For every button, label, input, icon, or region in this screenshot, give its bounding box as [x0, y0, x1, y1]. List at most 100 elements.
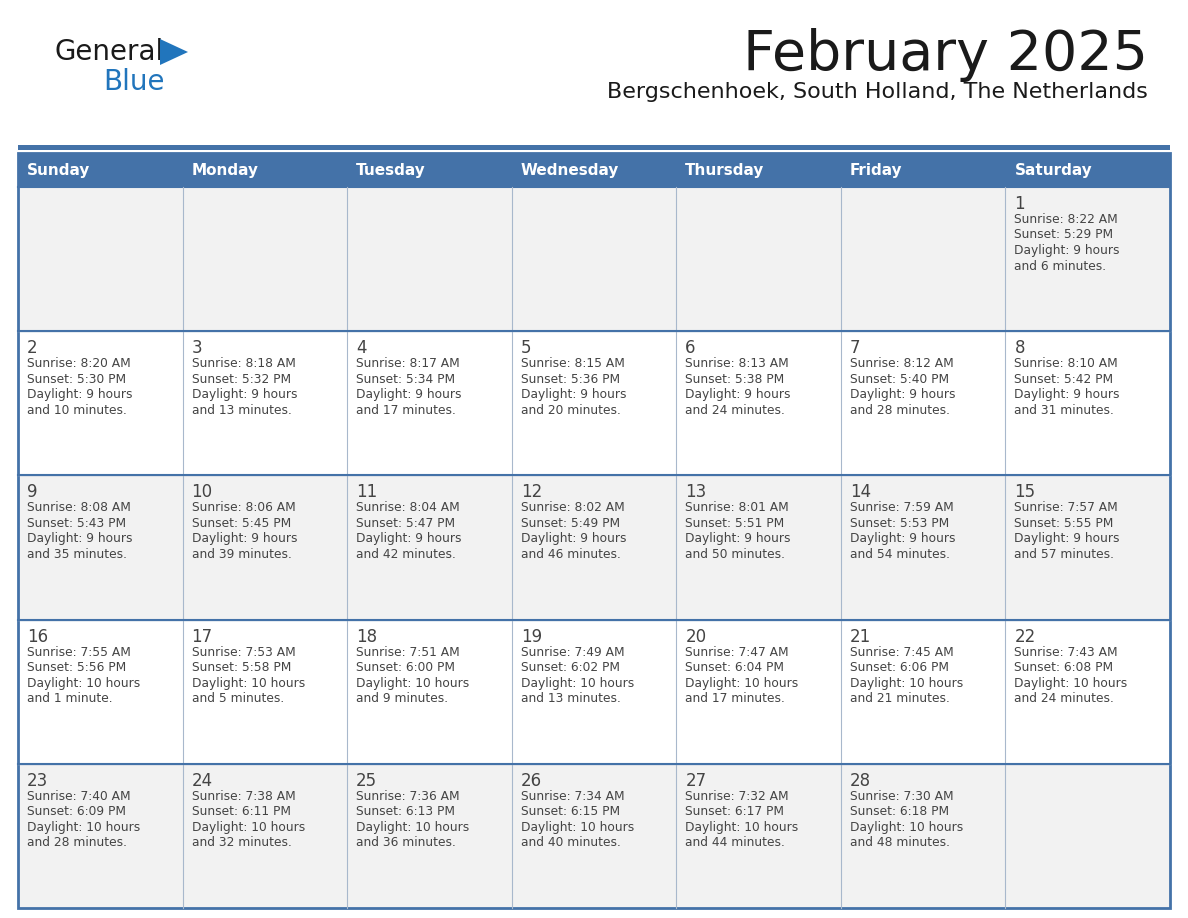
Text: 1: 1 — [1015, 195, 1025, 213]
Text: Daylight: 10 hours: Daylight: 10 hours — [849, 677, 963, 689]
Text: Sunrise: 8:06 AM: Sunrise: 8:06 AM — [191, 501, 296, 514]
Text: and 10 minutes.: and 10 minutes. — [27, 404, 127, 417]
Text: Sunset: 6:15 PM: Sunset: 6:15 PM — [520, 805, 620, 818]
Text: Monday: Monday — [191, 162, 259, 177]
Text: Sunrise: 7:38 AM: Sunrise: 7:38 AM — [191, 789, 296, 803]
Text: 17: 17 — [191, 628, 213, 645]
Text: and 46 minutes.: and 46 minutes. — [520, 548, 620, 561]
Text: February 2025: February 2025 — [742, 28, 1148, 82]
Text: Sunrise: 7:51 AM: Sunrise: 7:51 AM — [356, 645, 460, 658]
Bar — [18, 145, 1170, 150]
Text: and 20 minutes.: and 20 minutes. — [520, 404, 620, 417]
Text: Sunrise: 7:47 AM: Sunrise: 7:47 AM — [685, 645, 789, 658]
Text: 12: 12 — [520, 484, 542, 501]
Text: 20: 20 — [685, 628, 707, 645]
Polygon shape — [160, 39, 188, 65]
Text: Sunset: 5:34 PM: Sunset: 5:34 PM — [356, 373, 455, 386]
Text: 22: 22 — [1015, 628, 1036, 645]
Text: 3: 3 — [191, 339, 202, 357]
Text: Sunset: 5:45 PM: Sunset: 5:45 PM — [191, 517, 291, 530]
Bar — [18, 187, 1170, 331]
Text: Sunrise: 8:17 AM: Sunrise: 8:17 AM — [356, 357, 460, 370]
Text: and 50 minutes.: and 50 minutes. — [685, 548, 785, 561]
Text: Sunset: 5:38 PM: Sunset: 5:38 PM — [685, 373, 784, 386]
Text: and 40 minutes.: and 40 minutes. — [520, 836, 620, 849]
Text: Sunset: 5:40 PM: Sunset: 5:40 PM — [849, 373, 949, 386]
Text: Daylight: 10 hours: Daylight: 10 hours — [849, 821, 963, 834]
Text: Sunset: 6:13 PM: Sunset: 6:13 PM — [356, 805, 455, 818]
Text: and 24 minutes.: and 24 minutes. — [1015, 692, 1114, 705]
Text: and 42 minutes.: and 42 minutes. — [356, 548, 456, 561]
Text: Sunrise: 7:45 AM: Sunrise: 7:45 AM — [849, 645, 954, 658]
Text: Sunrise: 7:53 AM: Sunrise: 7:53 AM — [191, 645, 296, 658]
Text: 10: 10 — [191, 484, 213, 501]
Bar — [18, 764, 1170, 908]
Text: 5: 5 — [520, 339, 531, 357]
Text: General: General — [55, 38, 164, 66]
Text: Daylight: 9 hours: Daylight: 9 hours — [356, 388, 462, 401]
Text: Sunrise: 7:34 AM: Sunrise: 7:34 AM — [520, 789, 625, 803]
Text: and 6 minutes.: and 6 minutes. — [1015, 260, 1106, 273]
Text: and 1 minute.: and 1 minute. — [27, 692, 113, 705]
Text: Sunrise: 8:13 AM: Sunrise: 8:13 AM — [685, 357, 789, 370]
Text: Sunrise: 8:10 AM: Sunrise: 8:10 AM — [1015, 357, 1118, 370]
Text: 19: 19 — [520, 628, 542, 645]
Text: Friday: Friday — [849, 162, 903, 177]
Text: and 17 minutes.: and 17 minutes. — [685, 692, 785, 705]
Text: 11: 11 — [356, 484, 378, 501]
Text: and 39 minutes.: and 39 minutes. — [191, 548, 291, 561]
Text: Sunset: 5:53 PM: Sunset: 5:53 PM — [849, 517, 949, 530]
Text: Sunrise: 8:01 AM: Sunrise: 8:01 AM — [685, 501, 789, 514]
Text: Daylight: 9 hours: Daylight: 9 hours — [685, 388, 791, 401]
Text: Sunset: 5:42 PM: Sunset: 5:42 PM — [1015, 373, 1113, 386]
Text: Sunrise: 8:22 AM: Sunrise: 8:22 AM — [1015, 213, 1118, 226]
Text: and 24 minutes.: and 24 minutes. — [685, 404, 785, 417]
Text: 26: 26 — [520, 772, 542, 789]
Text: Sunset: 6:09 PM: Sunset: 6:09 PM — [27, 805, 126, 818]
Text: Daylight: 9 hours: Daylight: 9 hours — [356, 532, 462, 545]
Text: Sunset: 6:02 PM: Sunset: 6:02 PM — [520, 661, 620, 674]
Text: Daylight: 10 hours: Daylight: 10 hours — [685, 821, 798, 834]
Text: 2: 2 — [27, 339, 38, 357]
Text: 6: 6 — [685, 339, 696, 357]
Text: Sunset: 6:04 PM: Sunset: 6:04 PM — [685, 661, 784, 674]
Text: 9: 9 — [27, 484, 38, 501]
Text: Sunset: 5:51 PM: Sunset: 5:51 PM — [685, 517, 784, 530]
Text: 13: 13 — [685, 484, 707, 501]
Text: and 5 minutes.: and 5 minutes. — [191, 692, 284, 705]
Text: Sunrise: 8:02 AM: Sunrise: 8:02 AM — [520, 501, 625, 514]
Text: Thursday: Thursday — [685, 162, 765, 177]
Bar — [18, 620, 1170, 764]
Text: Daylight: 9 hours: Daylight: 9 hours — [1015, 388, 1120, 401]
Text: 14: 14 — [849, 484, 871, 501]
Text: Daylight: 10 hours: Daylight: 10 hours — [356, 821, 469, 834]
Text: Sunset: 5:56 PM: Sunset: 5:56 PM — [27, 661, 126, 674]
Text: and 13 minutes.: and 13 minutes. — [191, 404, 291, 417]
Text: Blue: Blue — [103, 68, 164, 96]
Bar — [18, 153, 1170, 187]
Text: and 31 minutes.: and 31 minutes. — [1015, 404, 1114, 417]
Text: Sunday: Sunday — [27, 162, 90, 177]
Text: Wednesday: Wednesday — [520, 162, 619, 177]
Text: Daylight: 9 hours: Daylight: 9 hours — [849, 388, 955, 401]
Text: Sunset: 6:11 PM: Sunset: 6:11 PM — [191, 805, 291, 818]
Text: Sunrise: 7:32 AM: Sunrise: 7:32 AM — [685, 789, 789, 803]
Text: Sunset: 6:08 PM: Sunset: 6:08 PM — [1015, 661, 1113, 674]
Text: Sunrise: 8:08 AM: Sunrise: 8:08 AM — [27, 501, 131, 514]
Text: and 28 minutes.: and 28 minutes. — [27, 836, 127, 849]
Text: Daylight: 10 hours: Daylight: 10 hours — [191, 677, 305, 689]
Text: and 28 minutes.: and 28 minutes. — [849, 404, 950, 417]
Text: 24: 24 — [191, 772, 213, 789]
Text: Daylight: 10 hours: Daylight: 10 hours — [27, 677, 140, 689]
Text: Daylight: 10 hours: Daylight: 10 hours — [520, 677, 634, 689]
Text: Daylight: 10 hours: Daylight: 10 hours — [1015, 677, 1127, 689]
Text: 25: 25 — [356, 772, 378, 789]
Text: Daylight: 10 hours: Daylight: 10 hours — [356, 677, 469, 689]
Text: Sunrise: 8:04 AM: Sunrise: 8:04 AM — [356, 501, 460, 514]
Text: Sunset: 6:18 PM: Sunset: 6:18 PM — [849, 805, 949, 818]
Text: Sunrise: 7:43 AM: Sunrise: 7:43 AM — [1015, 645, 1118, 658]
Text: and 17 minutes.: and 17 minutes. — [356, 404, 456, 417]
Text: Sunrise: 8:18 AM: Sunrise: 8:18 AM — [191, 357, 296, 370]
Text: Sunrise: 7:40 AM: Sunrise: 7:40 AM — [27, 789, 131, 803]
Text: 23: 23 — [27, 772, 49, 789]
